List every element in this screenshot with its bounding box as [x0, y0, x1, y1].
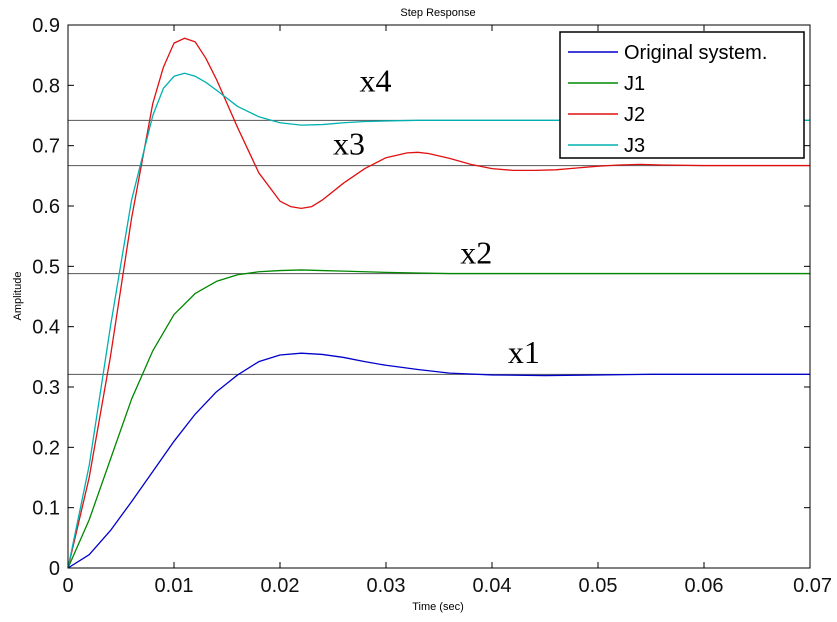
series-line: [67, 269, 810, 569]
x-tick-label: 0.06: [685, 575, 724, 597]
y-tick-label: 0.5: [32, 256, 60, 278]
series-line: [67, 72, 810, 569]
legend-label: J3: [624, 135, 645, 157]
annotation-label: x4: [360, 62, 392, 98]
x-tick-label: 0.04: [473, 575, 512, 597]
y-tick-label: 0.4: [32, 317, 60, 339]
y-tick-label: 0.2: [32, 437, 60, 459]
x-tick-label: 0.02: [261, 575, 300, 597]
series-line: [67, 37, 810, 569]
x-axis-label: Time (sec): [412, 601, 464, 613]
y-tick-label: 0.7: [32, 136, 60, 158]
annotation-label: x3: [333, 126, 365, 162]
y-tick-label: 0.3: [32, 377, 60, 399]
y-tick-label: 0.1: [32, 498, 60, 520]
annotations: x4 x3 x2 x1: [333, 62, 540, 370]
y-tick-label: 0.8: [32, 75, 60, 97]
legend-box: [559, 31, 805, 159]
series-line: [67, 352, 810, 569]
legend-label: J2: [624, 104, 645, 126]
annotation-label: x1: [508, 334, 540, 370]
x-tick-label: 0: [62, 575, 73, 597]
legend-label: Original system.: [624, 42, 767, 64]
y-axis-label: Amplitude: [12, 272, 24, 321]
x-tick-label: 0.05: [579, 575, 618, 597]
chart-title: Step Response: [400, 7, 475, 19]
x-tick-label: 0.07: [793, 575, 832, 597]
legend-label: J1: [624, 73, 645, 95]
series-layer: [67, 37, 810, 569]
annotation-label: x2: [460, 234, 492, 270]
plot-frame: [67, 24, 811, 569]
legend: Original system. J1 J2 J3: [559, 31, 805, 159]
y-tick-label: 0.9: [32, 15, 60, 37]
y-tick-label: 0: [49, 558, 60, 580]
y-tick-label: 0.6: [32, 196, 60, 218]
x-tick-label: 0.03: [367, 575, 406, 597]
axis-ticks: 0 0.01 0.02 0.03 0.04 0.05 0.06 0.07 0 0.1 0.2 0.3 0…: [32, 15, 832, 597]
x-tick-label: 0.01: [155, 575, 194, 597]
